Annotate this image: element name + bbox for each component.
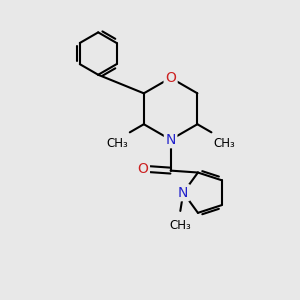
Text: O: O <box>137 162 148 176</box>
Text: CH₃: CH₃ <box>213 137 235 150</box>
Text: CH₃: CH₃ <box>169 219 191 232</box>
Text: O: O <box>165 71 176 85</box>
Text: N: N <box>178 186 188 200</box>
Text: CH₃: CH₃ <box>106 137 128 150</box>
Text: N: N <box>165 133 176 147</box>
